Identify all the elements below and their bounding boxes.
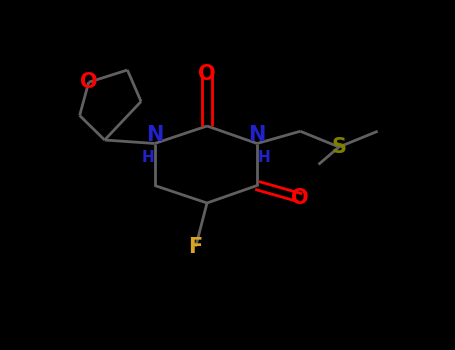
Text: F: F [188, 237, 203, 257]
Text: O: O [292, 188, 309, 208]
Text: O: O [198, 63, 216, 84]
Text: S: S [332, 137, 346, 157]
Text: N: N [248, 125, 266, 145]
Text: H: H [142, 150, 154, 165]
Text: H: H [258, 150, 270, 165]
Text: N: N [146, 125, 163, 145]
Text: O: O [80, 72, 97, 92]
